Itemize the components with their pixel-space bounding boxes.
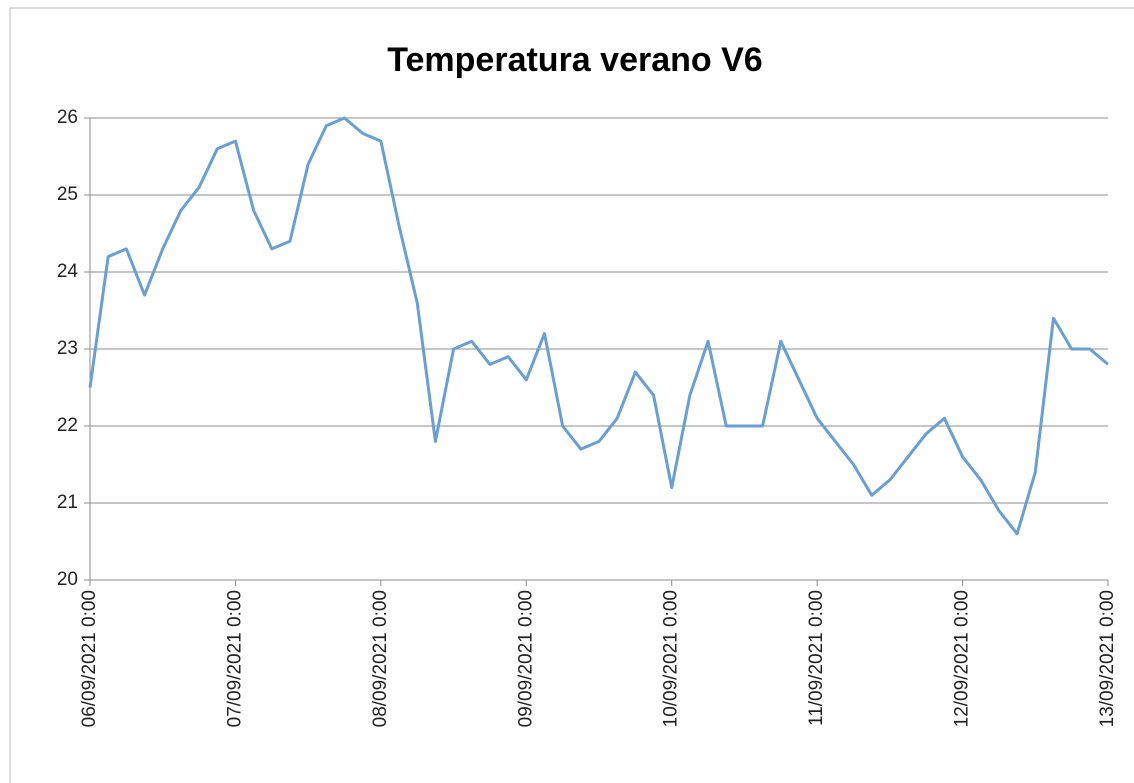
x-tick-label: 08/09/2021 0:00 bbox=[370, 590, 391, 727]
y-tick-label: 26 bbox=[57, 107, 78, 128]
data-line bbox=[88, 116, 1109, 536]
y-tick-label: 20 bbox=[57, 569, 78, 590]
y-tick-label: 24 bbox=[57, 261, 79, 282]
y-tick-label: 21 bbox=[57, 492, 78, 513]
chart-frame bbox=[9, 7, 1134, 783]
x-tick-label: 07/09/2021 0:00 bbox=[224, 590, 245, 727]
x-tick-label: 11/09/2021 0:00 bbox=[806, 590, 827, 726]
x-tick-label: 12/09/2021 0:00 bbox=[952, 590, 973, 727]
y-tick-label: 22 bbox=[57, 415, 78, 436]
x-tick-label: 09/09/2021 0:00 bbox=[515, 590, 536, 727]
x-tick-label: 10/09/2021 0:00 bbox=[661, 590, 682, 727]
x-tick-label: 06/09/2021 0:00 bbox=[79, 590, 100, 727]
y-tick-label: 23 bbox=[57, 338, 78, 359]
x-tick-label: 13/09/2021 0:00 bbox=[1097, 590, 1118, 727]
chart-title: Temperatura verano V6 bbox=[387, 41, 762, 79]
y-tick-label: 25 bbox=[57, 184, 78, 205]
